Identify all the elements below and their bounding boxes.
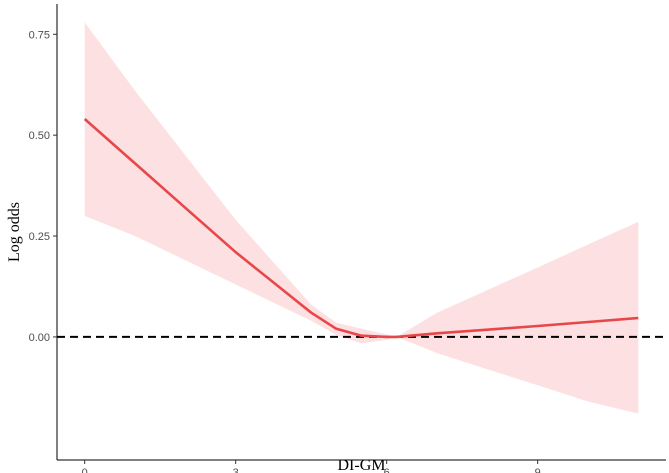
axes: 0.00 0.25 0.50 0.75 0 3 6 9 bbox=[29, 4, 666, 473]
x-tick-label: 6 bbox=[384, 467, 390, 473]
x-axis-title: DI-GM bbox=[338, 457, 386, 473]
x-tick-label: 9 bbox=[535, 467, 541, 473]
line-layer bbox=[83, 118, 639, 339]
x-tick-label: 3 bbox=[233, 467, 239, 473]
y-tick-label: 0.25 bbox=[29, 231, 50, 243]
y-tick-label: 0.75 bbox=[29, 29, 50, 41]
y-tick-label: 0.00 bbox=[29, 332, 50, 344]
confidence-band bbox=[84, 22, 639, 414]
confidence-band-layer bbox=[84, 22, 639, 414]
y-axis-title: Log odds bbox=[6, 202, 23, 262]
y-tick-label: 0.50 bbox=[29, 130, 50, 142]
x-tick-label: 0 bbox=[82, 467, 88, 473]
log-odds-line bbox=[83, 118, 639, 339]
